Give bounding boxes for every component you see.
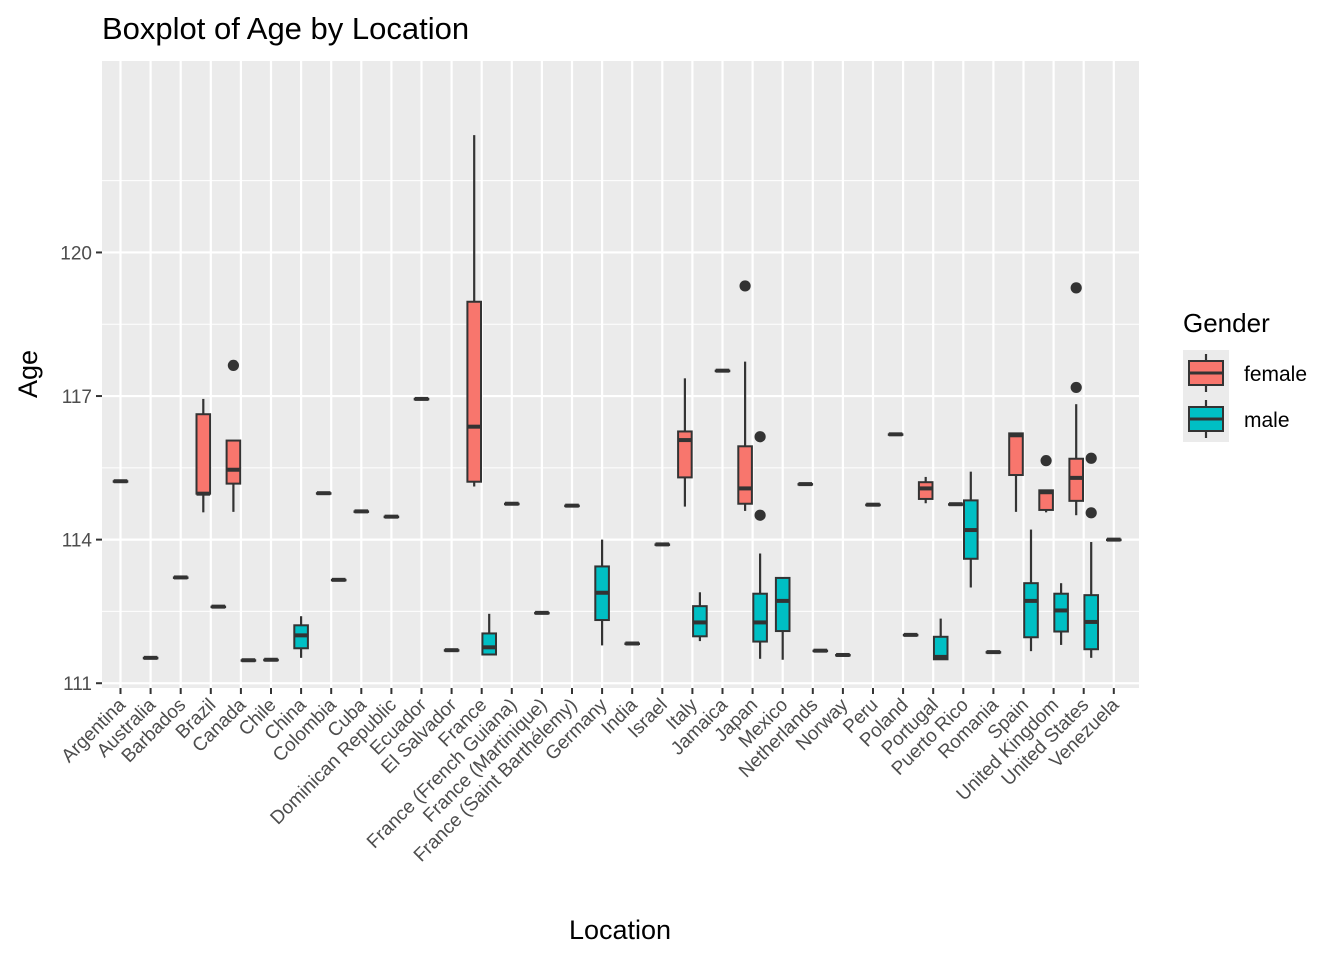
box-female <box>413 396 430 401</box>
y-tick-label: 114 <box>62 531 93 552</box>
box-male <box>443 648 460 653</box>
box-body <box>1053 592 1069 633</box>
box-female <box>714 368 731 373</box>
minor-gridlines <box>102 180 1139 612</box>
box-female <box>1068 282 1085 516</box>
box-female <box>917 476 934 504</box>
box-female <box>466 135 482 487</box>
y-tick-label: 117 <box>62 387 92 408</box>
legend: Gender female male <box>1183 308 1307 442</box>
box-female <box>112 479 129 484</box>
outlier-point <box>1040 455 1052 467</box>
y-tick-label: 120 <box>60 243 92 264</box>
y-axis: 111 114 117 120 <box>60 243 102 695</box>
box-female <box>315 491 332 496</box>
outlier-point <box>754 509 766 521</box>
y-tick-label: 111 <box>63 674 92 695</box>
box-body <box>774 576 791 633</box>
box-body <box>481 632 497 656</box>
box-male <box>330 577 347 582</box>
box-male <box>774 576 791 660</box>
box-female <box>564 503 580 508</box>
box-body <box>225 439 242 485</box>
box-female <box>142 655 159 660</box>
box-male <box>835 652 851 657</box>
outlier-point <box>1085 452 1097 464</box>
boxes-layer <box>112 135 1122 663</box>
box-male <box>963 471 979 588</box>
box-body <box>466 300 482 483</box>
outlier-point <box>1070 282 1082 294</box>
box-male <box>752 431 768 659</box>
box-female <box>353 509 370 514</box>
box-female <box>865 502 881 507</box>
x-axis: ArgentinaAustraliaBarbadosBrazilCanadaCh… <box>58 688 1124 866</box>
box-female <box>1106 537 1122 542</box>
outlier-point <box>1085 507 1097 519</box>
box-body <box>1023 582 1039 639</box>
box-female <box>263 657 279 662</box>
box-female <box>1008 432 1024 512</box>
box-female <box>504 501 520 506</box>
legend-label: male <box>1244 409 1290 432</box>
box-female <box>195 398 212 513</box>
legend-item-male: male <box>1183 396 1290 442</box>
x-axis-title: Location <box>569 915 671 945</box>
box-male <box>293 616 309 658</box>
legend-title: Gender <box>1183 308 1270 338</box>
box-female <box>737 280 753 511</box>
box-female <box>654 542 671 547</box>
box-male <box>240 658 257 663</box>
box-female <box>887 432 904 437</box>
chart-title: Boxplot of Age by Location <box>102 11 469 46</box>
outlier-point <box>754 431 766 443</box>
box-female <box>383 514 400 519</box>
box-male <box>624 641 641 646</box>
legend-label: female <box>1244 363 1307 386</box>
box-male <box>812 648 829 653</box>
box-female <box>225 359 242 512</box>
y-axis-title: Age <box>13 350 43 398</box>
box-male <box>985 650 1002 655</box>
box-body <box>752 592 768 643</box>
box-body <box>917 481 934 500</box>
box-body <box>195 413 212 495</box>
box-body <box>737 445 753 505</box>
box-female <box>797 482 814 487</box>
box-male <box>481 613 497 656</box>
box-male <box>1053 583 1069 645</box>
box-body <box>1008 432 1024 477</box>
box-male <box>902 632 919 637</box>
box-male <box>1083 452 1100 658</box>
box-body <box>677 430 693 479</box>
box-male <box>1023 529 1039 652</box>
box-female <box>1038 455 1054 513</box>
outlier-point <box>227 359 239 372</box>
outlier-point <box>1070 381 1082 394</box>
outlier-point <box>739 280 751 292</box>
box-male <box>210 604 227 609</box>
box-male <box>594 539 610 646</box>
box-female <box>948 502 964 507</box>
box-body <box>932 635 949 661</box>
box-male <box>932 618 949 661</box>
legend-item-female: female <box>1183 350 1307 396</box>
box-male <box>692 592 708 642</box>
box-male <box>534 610 550 615</box>
plot-panel <box>102 61 1139 688</box>
box-female <box>172 575 189 580</box>
box-female <box>677 378 693 507</box>
